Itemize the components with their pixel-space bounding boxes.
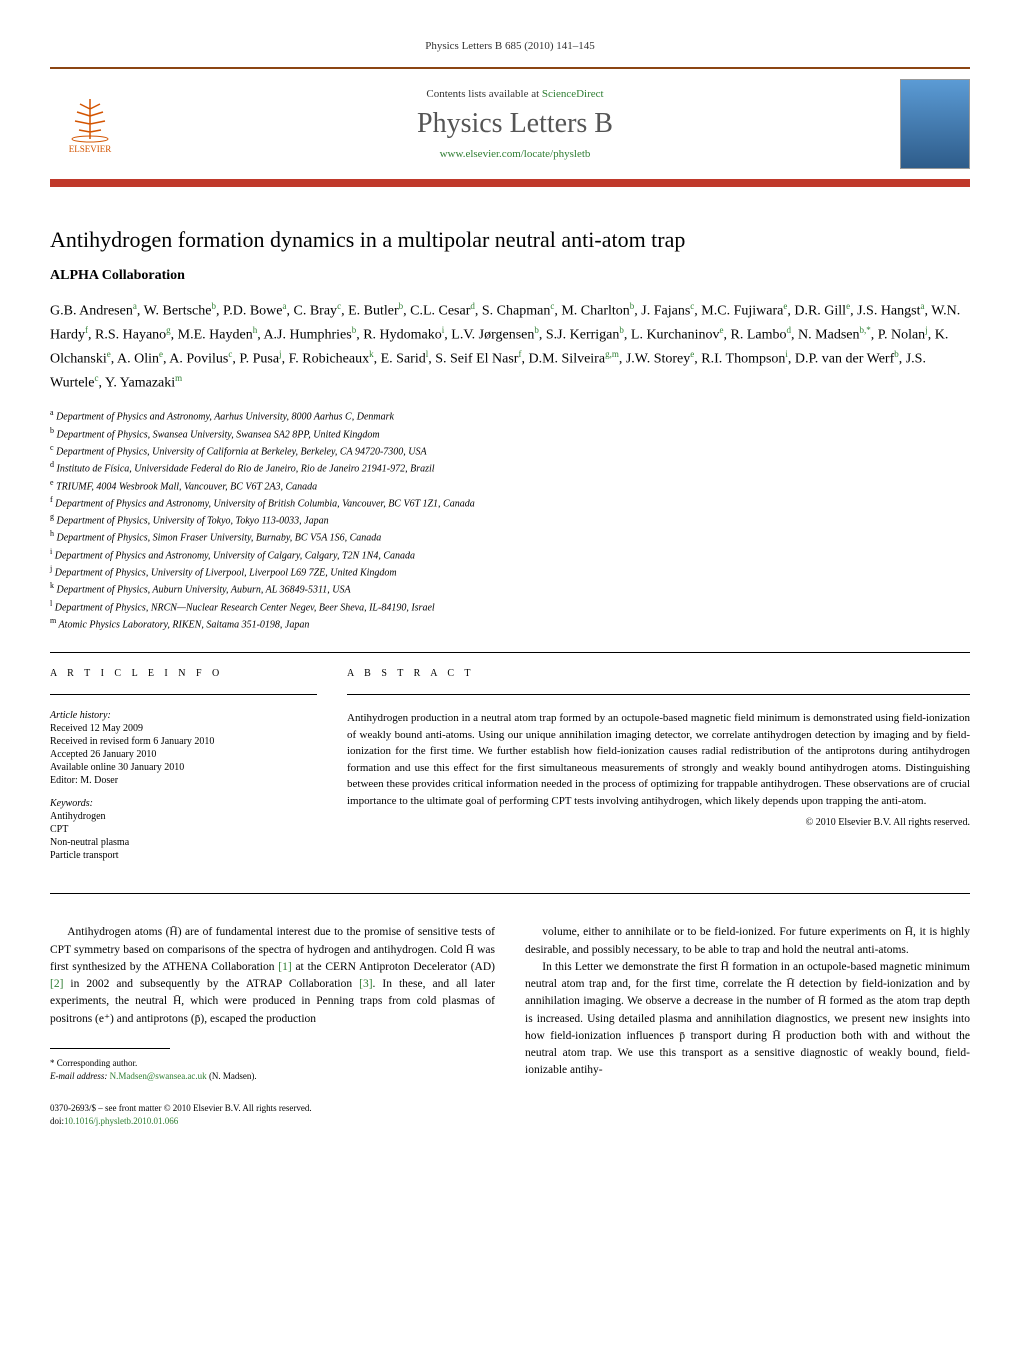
body-paragraph: volume, either to annihilate or to be fi… (525, 924, 970, 959)
header-citation: Physics Letters B 685 (2010) 141–145 (50, 40, 970, 52)
body-columns: Antihydrogen atoms (H̄) are of fundament… (50, 924, 970, 1082)
corresponding-footnote: * Corresponding author. E-mail address: … (50, 1057, 495, 1082)
affiliations-list: a Department of Physics and Astronomy, A… (50, 407, 970, 632)
info-divider (50, 694, 317, 695)
history-items: Received 12 May 2009Received in revised … (50, 723, 317, 786)
journal-url-link[interactable]: www.elsevier.com/locate/physletb (440, 148, 591, 160)
article-info-heading: A R T I C L E I N F O (50, 668, 317, 679)
doi-line: doi:10.1016/j.physletb.2010.01.066 (50, 1115, 970, 1128)
abstract-heading: A B S T R A C T (347, 668, 970, 679)
authors-list: G.B. Andresena, W. Bertscheb, P.D. Bowea… (50, 299, 970, 395)
footnote-divider (50, 1048, 170, 1049)
journal-banner: ELSEVIER Contents lists available at Sci… (50, 67, 970, 187)
contents-text: Contents lists available at (426, 88, 541, 100)
email-line: E-mail address: N.Madsen@swansea.ac.uk (… (50, 1070, 495, 1083)
email-label: E-mail address: (50, 1071, 110, 1081)
abstract-divider (347, 694, 970, 695)
article-info-block: A R T I C L E I N F O Article history: R… (50, 668, 317, 863)
section-divider (50, 652, 970, 653)
publisher-name: ELSEVIER (69, 144, 112, 154)
contents-line: Contents lists available at ScienceDirec… (130, 88, 900, 100)
journal-name: Physics Letters B (130, 108, 900, 140)
journal-url-wrap: www.elsevier.com/locate/physletb (130, 148, 900, 160)
banner-center: Contents lists available at ScienceDirec… (130, 88, 900, 160)
issn-line: 0370-2693/$ – see front matter © 2010 El… (50, 1102, 970, 1115)
article-title: Antihydrogen formation dynamics in a mul… (50, 227, 970, 253)
keyword-items: AntihydrogenCPTNon-neutral plasmaParticl… (50, 811, 317, 861)
abstract-copyright: © 2010 Elsevier B.V. All rights reserved… (347, 817, 970, 828)
history-label: Article history: (50, 710, 317, 721)
footer-block: 0370-2693/$ – see front matter © 2010 El… (50, 1102, 970, 1127)
body-paragraph: In this Letter we demonstrate the first … (525, 959, 970, 1080)
publisher-logo: ELSEVIER (50, 84, 130, 164)
sciencedirect-link[interactable]: ScienceDirect (542, 88, 604, 100)
elsevier-tree-icon (65, 94, 115, 144)
journal-cover-thumbnail (900, 79, 970, 169)
doi-label: doi: (50, 1116, 64, 1126)
body-column-right: volume, either to annihilate or to be fi… (525, 924, 970, 1082)
corresponding-label: * Corresponding author. (50, 1057, 495, 1070)
collaboration-name: ALPHA Collaboration (50, 268, 970, 284)
keywords-label: Keywords: (50, 798, 317, 809)
info-abstract-row: A R T I C L E I N F O Article history: R… (50, 668, 970, 863)
email-name: (N. Madsen). (207, 1071, 257, 1081)
abstract-block: A B S T R A C T Antihydrogen production … (347, 668, 970, 863)
email-link[interactable]: N.Madsen@swansea.ac.uk (110, 1071, 207, 1081)
body-column-left: Antihydrogen atoms (H̄) are of fundament… (50, 924, 495, 1082)
abstract-text: Antihydrogen production in a neutral ato… (347, 710, 970, 809)
doi-link[interactable]: 10.1016/j.physletb.2010.01.066 (64, 1116, 178, 1126)
body-paragraph: Antihydrogen atoms (H̄) are of fundament… (50, 924, 495, 1028)
body-divider (50, 893, 970, 894)
